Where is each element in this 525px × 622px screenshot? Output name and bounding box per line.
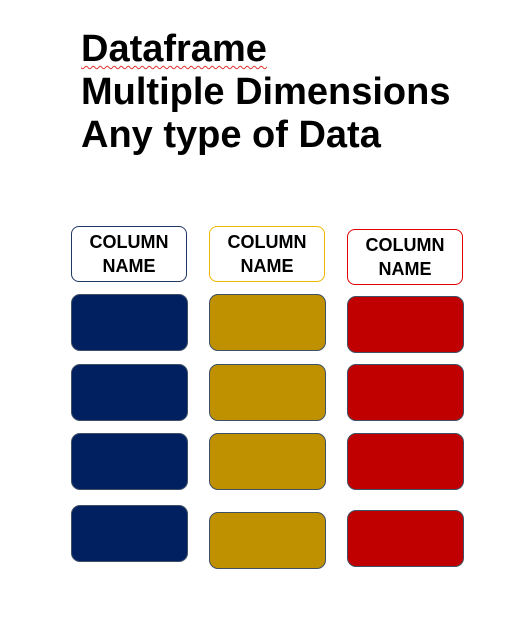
column-2-header-label: COLUMN NAME (227, 232, 307, 276)
column-2-cell-1 (209, 294, 326, 351)
column-3-cell-2 (347, 364, 464, 421)
column-3-header: COLUMN NAME (347, 229, 463, 285)
column-3-cell-3 (347, 433, 464, 490)
column-2-cell-2 (209, 364, 326, 421)
column-2-cell-3 (209, 433, 326, 490)
column-1-header: COLUMN NAME (71, 226, 187, 282)
column-2-header: COLUMN NAME (209, 226, 325, 282)
column-3-cell-1 (347, 296, 464, 353)
title-line-1-text: Dataframe (81, 28, 267, 70)
title-line-3: Any type of Data (81, 114, 381, 156)
column-2-cell-4 (209, 512, 326, 569)
column-1-cell-2 (71, 364, 188, 421)
column-1-cell-1 (71, 294, 188, 351)
column-3-cell-4 (347, 510, 464, 567)
title-line-1: Dataframe (81, 28, 450, 71)
title-line-2: Multiple Dimensions (81, 71, 451, 113)
column-1-cell-3 (71, 433, 188, 490)
column-1-cell-4 (71, 505, 188, 562)
column-1-header-label: COLUMN NAME (89, 232, 169, 276)
column-3-header-label: COLUMN NAME (365, 235, 445, 279)
diagram-title: Dataframe Multiple Dimensions Any type o… (81, 28, 450, 157)
